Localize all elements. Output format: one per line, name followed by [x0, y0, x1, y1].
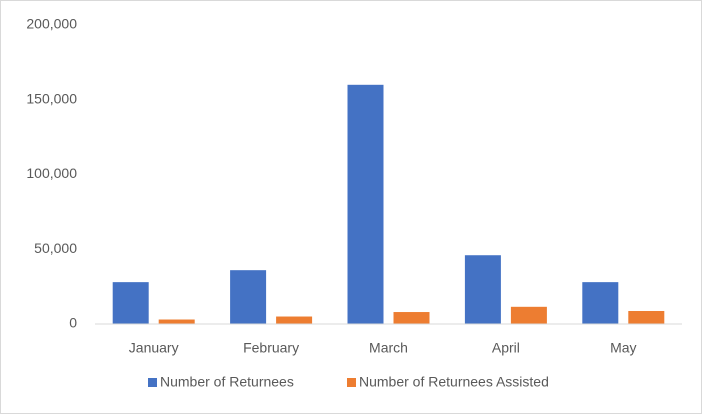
- y-tick-label: 0: [69, 315, 77, 331]
- y-tick-label: 200,000: [26, 16, 77, 32]
- x-tick-label: February: [243, 340, 299, 356]
- legend-swatch: [347, 378, 356, 387]
- bar: [628, 310, 665, 324]
- bar: [112, 282, 149, 324]
- bar: [510, 306, 547, 324]
- bar: [158, 319, 195, 324]
- y-tick-label: 100,000: [26, 165, 77, 181]
- bar: [464, 255, 501, 324]
- y-tick-label: 50,000: [34, 240, 77, 256]
- legend-label: Number of Returnees Assisted: [359, 374, 549, 390]
- y-tick-label: 150,000: [26, 90, 77, 106]
- bar: [393, 312, 430, 324]
- legend-swatch: [148, 378, 157, 387]
- x-tick-label: January: [129, 340, 179, 356]
- legend-label: Number of Returnees: [160, 374, 294, 390]
- bar: [276, 316, 313, 324]
- bar: [582, 282, 619, 324]
- x-tick-label: March: [369, 340, 408, 356]
- bar: [230, 270, 267, 324]
- x-tick-label: April: [492, 340, 520, 356]
- x-tick-label: May: [610, 340, 636, 356]
- bar: [347, 84, 384, 324]
